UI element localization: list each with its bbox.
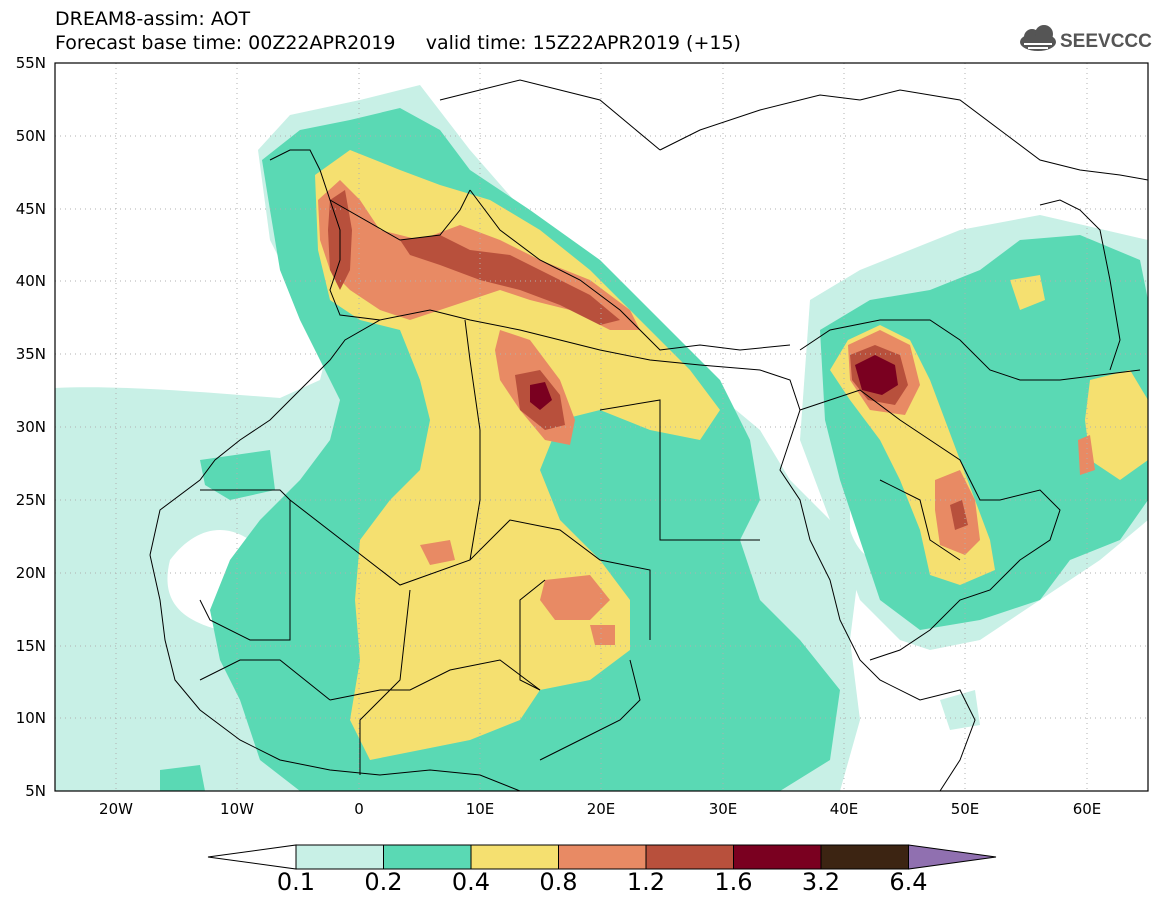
colorbar-bin-0.8-1.2 xyxy=(558,844,647,870)
colorbar-bin-1.6-3.2 xyxy=(733,844,822,870)
logo-text: SEEVCCC xyxy=(1060,31,1152,52)
colorbar-bin-0.1-0.2 xyxy=(295,844,384,870)
map-frame xyxy=(54,62,1149,792)
lon-label: 10W xyxy=(220,800,254,818)
colorbar-label: 6.4 xyxy=(889,868,928,896)
lat-label: 55N xyxy=(15,54,46,72)
colorbar-label: 0.2 xyxy=(364,868,403,896)
lat-label: 45N xyxy=(15,200,46,218)
map-title: DREAM8-assim: AOT xyxy=(55,8,251,30)
colorbar-label: 0.4 xyxy=(451,868,491,896)
lon-label: 20E xyxy=(586,800,616,818)
colorbar-over-arrow xyxy=(908,844,997,870)
aot-field xyxy=(55,85,1148,791)
colorbar-bin-0.2-0.4 xyxy=(383,844,472,870)
colorbar-bin-0.4-0.8 xyxy=(470,844,559,870)
lon-label: 10E xyxy=(465,800,495,818)
colorbar-label: 0.8 xyxy=(539,868,578,896)
lat-label: 25N xyxy=(15,491,46,509)
colorbar xyxy=(207,844,997,870)
lat-label: 50N xyxy=(15,127,46,145)
colorbar-label: 1.6 xyxy=(714,868,753,896)
lon-label: 20W xyxy=(99,800,133,818)
aot-level-1.6 xyxy=(530,355,898,410)
coastlines-and-borders xyxy=(149,79,1148,791)
colorbar-label: 0.1 xyxy=(276,868,316,896)
lon-label: 50E xyxy=(950,800,980,818)
cloud-logo-icon xyxy=(1020,25,1056,51)
lat-label: 20N xyxy=(15,564,46,582)
lat-label: 40N xyxy=(15,272,46,290)
lon-label: 0 xyxy=(354,800,364,818)
colorbar-bin-1.2-1.6 xyxy=(645,844,734,870)
graticule xyxy=(55,63,1148,791)
lat-label: 15N xyxy=(15,637,46,655)
lon-label: 40E xyxy=(829,800,859,818)
lat-label: 5N xyxy=(25,782,46,800)
lon-label: 30E xyxy=(708,800,738,818)
colorbar-bin-3.2-6.4 xyxy=(820,844,909,870)
forecast-time-line: Forecast base time: 00Z22APR2019 valid t… xyxy=(55,32,741,54)
colorbar-under-arrow xyxy=(207,844,297,870)
lat-label: 30N xyxy=(15,418,46,436)
colorbar-label: 1.2 xyxy=(626,868,666,896)
seevccc-logo: SEEVCCC xyxy=(1020,25,1152,52)
colorbar-label: 3.2 xyxy=(801,868,841,896)
lat-label: 10N xyxy=(15,709,46,727)
lon-label: 60E xyxy=(1072,800,1102,818)
lat-label: 35N xyxy=(15,345,46,363)
